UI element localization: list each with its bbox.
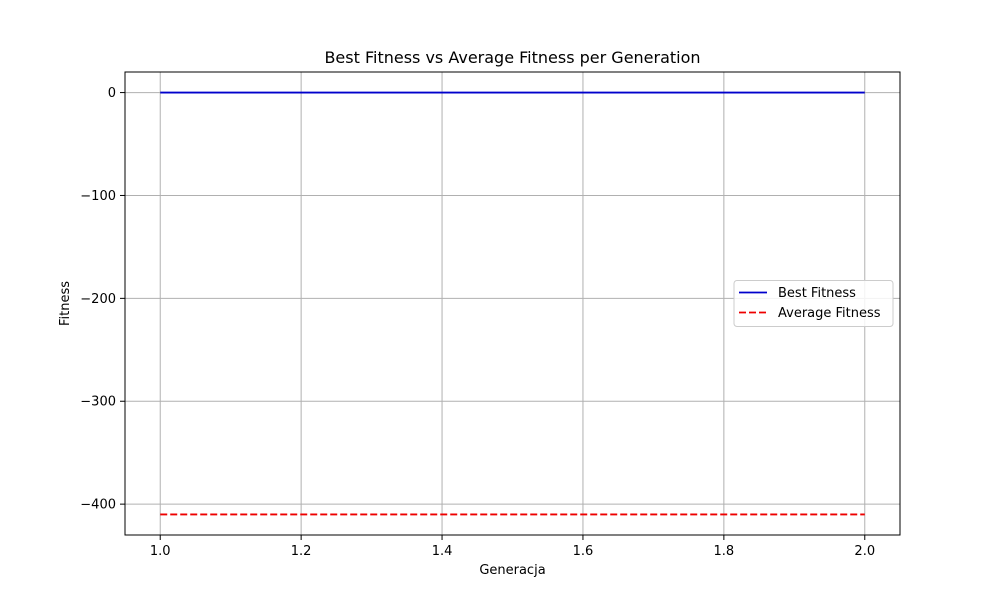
y-tick-label: −400 (80, 498, 116, 513)
y-axis-label: Fitness (58, 281, 73, 326)
x-tick-label: 2.0 (854, 544, 875, 559)
legend-box (733, 280, 894, 327)
legend: Best Fitness Average Fitness (733, 280, 894, 327)
x-tick-label: 1.8 (714, 544, 735, 559)
y-tick-label: −200 (80, 292, 116, 307)
legend-label: Best Fitness (778, 286, 856, 301)
chart-title: Best Fitness vs Average Fitness per Gene… (324, 48, 700, 67)
y-tick-label: −100 (80, 189, 116, 204)
y-tick-label: 0 (108, 86, 116, 101)
x-tick-label: 1.4 (432, 544, 453, 559)
x-tick-label: 1.2 (291, 544, 312, 559)
legend-label: Average Fitness (778, 306, 881, 321)
x-tick-label: 1.0 (150, 544, 171, 559)
x-axis-label: Generacja (479, 563, 545, 578)
y-axis-ticks: 0 −100 −200 −300 −400 (80, 86, 125, 513)
y-tick-label: −300 (80, 395, 116, 410)
series-lines (160, 91, 865, 516)
x-tick-label: 1.6 (573, 544, 594, 559)
x-axis-ticks: 1.0 1.2 1.4 1.6 1.8 2.0 (150, 535, 875, 559)
plot-area-frame (124, 71, 901, 536)
